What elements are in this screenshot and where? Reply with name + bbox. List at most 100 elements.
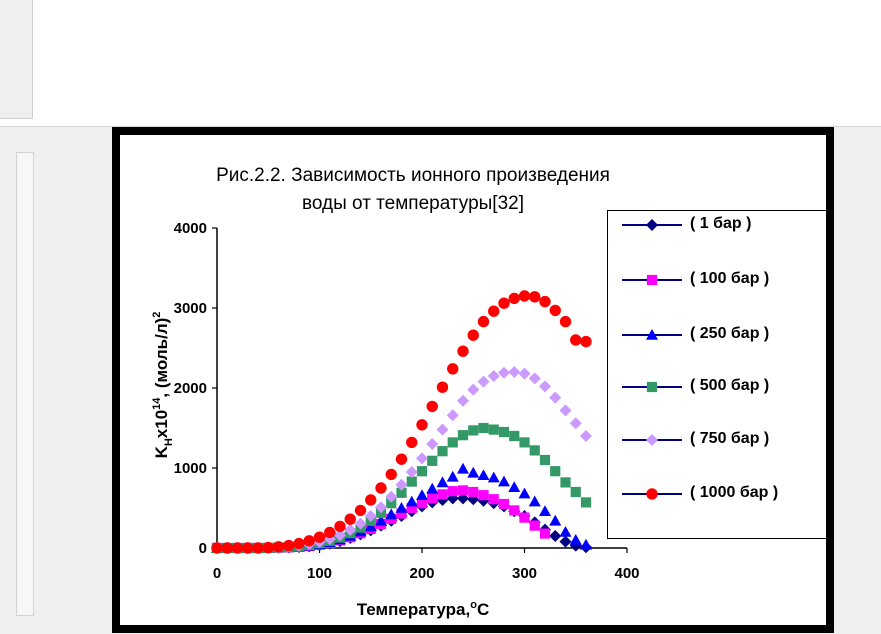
- legend-swatch-1000bar: [622, 488, 682, 500]
- legend-marker: [646, 219, 658, 231]
- legend-swatch-750bar: [622, 434, 682, 446]
- data-point: [467, 329, 479, 341]
- data-point: [467, 466, 480, 478]
- data-point: [478, 490, 489, 501]
- data-point: [354, 504, 367, 517]
- data-point: [549, 304, 561, 317]
- data-point: [570, 486, 581, 498]
- y-tick-label: 2000: [174, 380, 207, 397]
- data-point: [569, 534, 582, 545]
- legend-entry-100bar: ( 100 бар ): [608, 268, 828, 292]
- legend-entry-1bar: ( 1 бар ): [608, 213, 828, 237]
- data-point: [386, 498, 397, 509]
- data-point: [406, 436, 418, 449]
- data-point: [437, 489, 448, 500]
- data-point: [468, 425, 479, 436]
- data-point: [426, 482, 439, 494]
- legend-label-500bar: ( 500 бар ): [690, 377, 770, 394]
- data-point: [436, 423, 449, 436]
- legend-swatch-500bar: [622, 381, 682, 393]
- document-margin-gutter: [0, 0, 33, 119]
- data-point: [498, 297, 510, 309]
- data-point: [468, 486, 479, 498]
- data-point: [529, 291, 541, 303]
- series-2: [211, 462, 592, 553]
- data-point: [569, 417, 582, 430]
- data-point: [519, 437, 530, 448]
- data-point: [354, 517, 367, 530]
- data-point: [508, 366, 521, 378]
- legend-swatch-1bar: [622, 219, 682, 231]
- data-point: [528, 495, 541, 507]
- data-point: [580, 430, 592, 442]
- y-tick-label: 3000: [174, 300, 207, 317]
- y-tick-label: 1000: [174, 460, 207, 477]
- data-point: [293, 537, 305, 550]
- x-tick-label: 400: [614, 565, 639, 582]
- data-point: [477, 469, 490, 480]
- data-point: [519, 512, 530, 523]
- data-point: [334, 520, 346, 533]
- data-point: [375, 501, 387, 514]
- data-point: [549, 514, 562, 526]
- data-point: [477, 375, 490, 388]
- data-point: [416, 489, 428, 500]
- data-point: [508, 292, 520, 305]
- data-point: [283, 539, 295, 552]
- data-point: [416, 452, 428, 465]
- data-point: [231, 542, 244, 554]
- data-point: [509, 505, 520, 516]
- data-point: [457, 485, 469, 496]
- data-point: [539, 528, 551, 539]
- data-point: [528, 372, 541, 385]
- data-point: [508, 481, 521, 492]
- data-point: [416, 419, 428, 431]
- data-point: [488, 305, 500, 317]
- data-point: [344, 524, 357, 536]
- x-tick-label: 200: [409, 565, 434, 582]
- data-point: [467, 383, 480, 396]
- data-point: [375, 482, 387, 494]
- data-point: [324, 526, 336, 539]
- data-point: [221, 542, 233, 554]
- data-point: [559, 404, 572, 417]
- data-point: [529, 520, 540, 531]
- data-point: [426, 438, 439, 450]
- data-point: [447, 437, 458, 448]
- data-point: [446, 409, 459, 422]
- data-point: [364, 510, 377, 522]
- data-point: [518, 487, 531, 499]
- data-point: [262, 541, 274, 554]
- data-point: [539, 380, 551, 393]
- data-point: [580, 497, 592, 508]
- document-ruler-gutter: [16, 152, 34, 616]
- data-point: [365, 494, 377, 506]
- legend-swatch-250bar: [622, 329, 682, 340]
- data-point: [559, 315, 572, 328]
- data-point: [498, 475, 510, 487]
- data-point: [406, 502, 417, 514]
- data-point: [498, 366, 510, 379]
- data-point: [395, 502, 408, 513]
- data-point: [395, 478, 408, 491]
- data-point: [447, 363, 459, 375]
- x-axis-title: Температура,oC: [357, 599, 489, 619]
- data-point: [416, 466, 428, 477]
- chart-area: Рис.2.2. Зависимость ионного произведени…: [120, 135, 828, 625]
- data-point: [518, 290, 531, 302]
- legend-marker: [646, 381, 658, 393]
- data-point: [570, 334, 582, 346]
- data-point: [488, 424, 499, 435]
- legend-label-250bar: ( 250 бар ): [690, 325, 770, 342]
- data-point: [518, 367, 531, 380]
- data-point: [303, 535, 315, 547]
- legend-swatch-100bar: [622, 274, 682, 286]
- chart-frame[interactable]: Рис.2.2. Зависимость ионного произведени…: [112, 127, 834, 633]
- data-point: [549, 391, 562, 404]
- legend-label-1bar: ( 1 бар ): [690, 215, 752, 232]
- legend-label-750bar: ( 750 бар ): [690, 430, 770, 447]
- series-layer: [211, 290, 592, 554]
- data-point: [477, 315, 490, 328]
- data-point: [559, 535, 572, 548]
